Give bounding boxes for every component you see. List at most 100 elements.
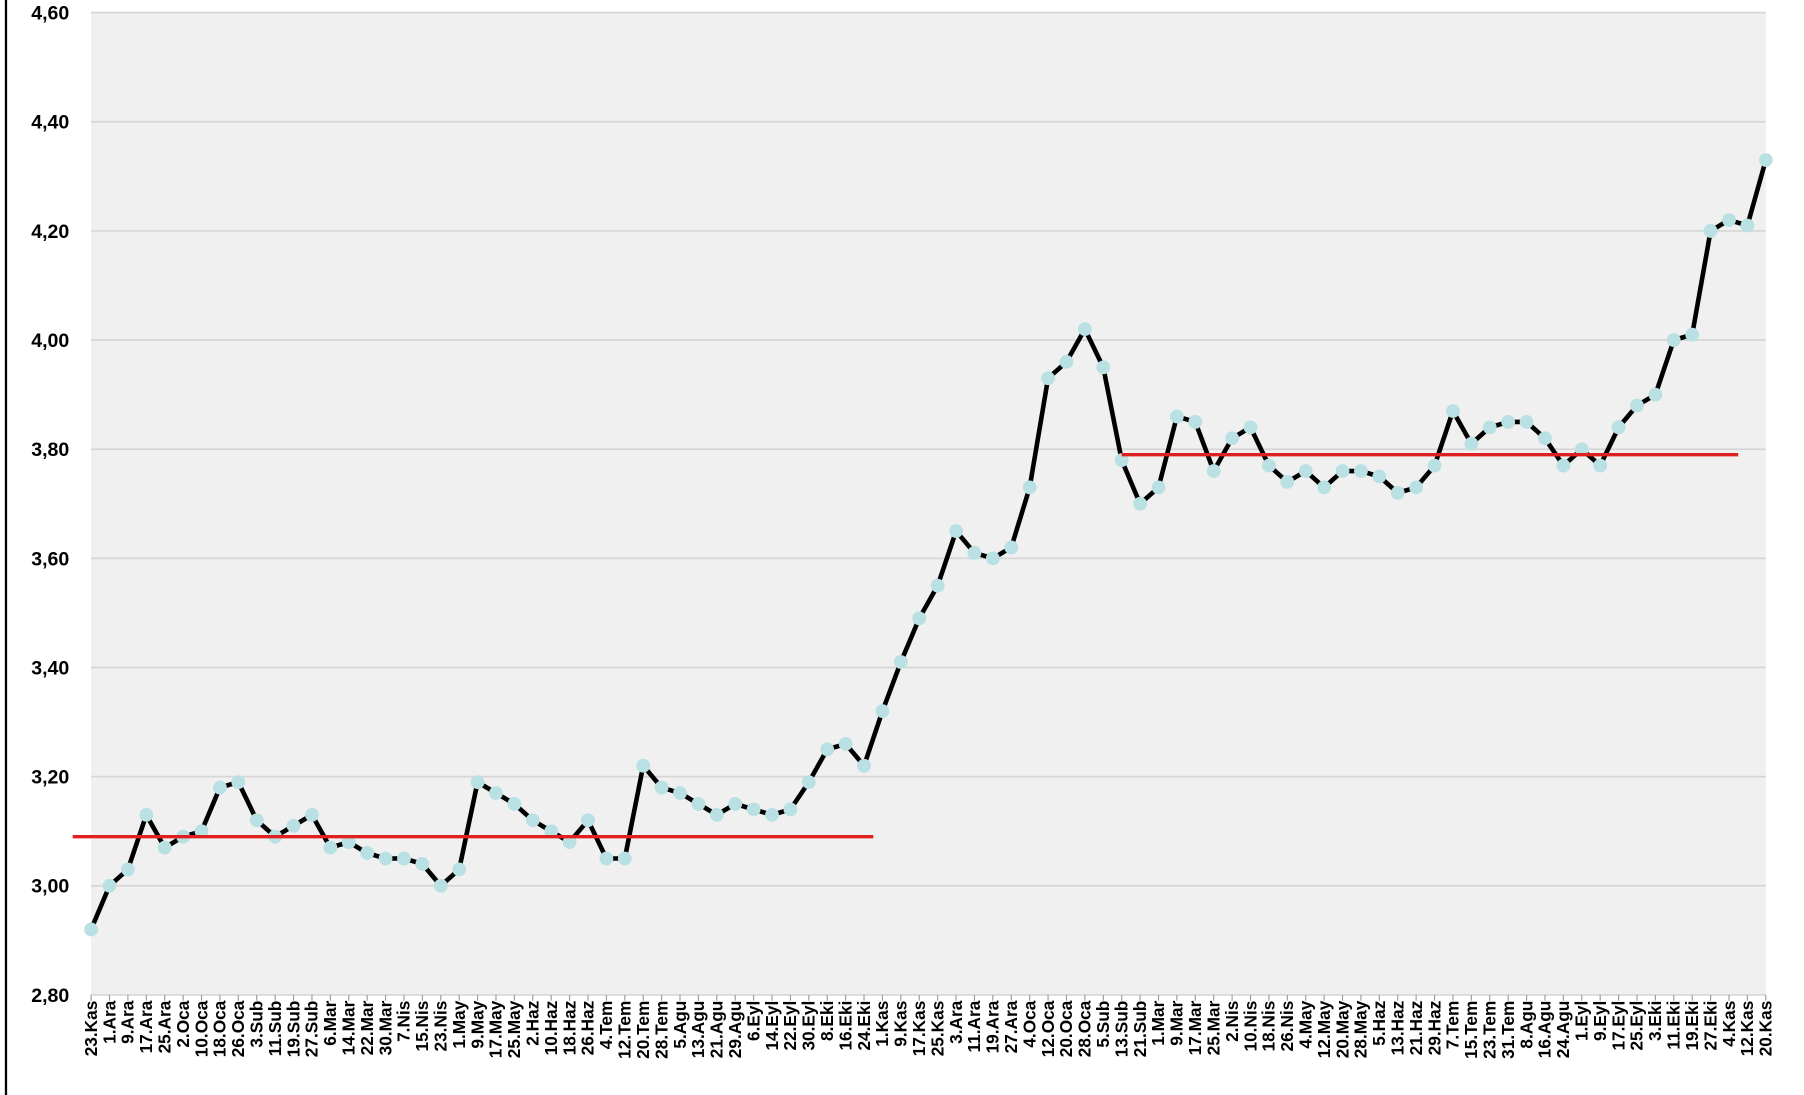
x-tick-label: 20.Oca [1056, 1000, 1076, 1057]
y-tick-label: 3,00 [31, 876, 69, 898]
x-tick-label: 11.Eki [1664, 1001, 1684, 1050]
point [433, 878, 448, 893]
point [949, 524, 963, 538]
point [1446, 404, 1460, 418]
point [746, 802, 761, 817]
point [1556, 458, 1571, 473]
point [341, 835, 356, 850]
point [102, 878, 117, 893]
point [801, 775, 816, 790]
x-tick-label: 17.Mar [1185, 1000, 1205, 1055]
x-tick-label: 21.Sub [1130, 1001, 1150, 1058]
x-tick-label: 4.May [1295, 1000, 1315, 1048]
x-tick-label: 13.Sub [1111, 1001, 1131, 1058]
x-tick-label: 25.Mar [1203, 1000, 1223, 1055]
x-tick-label: 6.Mar [320, 1000, 340, 1045]
point [1666, 333, 1681, 347]
point [1096, 360, 1111, 375]
y-tick-label: 3,20 [31, 767, 69, 789]
point [1041, 371, 1055, 386]
x-tick-label: 4.Tem [596, 1001, 616, 1050]
x-tick-label: 6.Eyl [743, 1001, 763, 1041]
x-tick-label: 23.Kas [81, 1001, 101, 1057]
x-tick-label: 27.Sub [302, 1001, 322, 1058]
x-tick-label: 30.Mar [375, 1000, 395, 1055]
x-tick-label: 4.Oca [1019, 1000, 1039, 1047]
point [1703, 224, 1718, 238]
x-tick-label: 11.Ara [964, 1000, 984, 1052]
point [1114, 453, 1129, 468]
point [581, 813, 595, 828]
x-tick-label: 25.May [504, 1000, 524, 1058]
point [323, 840, 338, 855]
point [765, 807, 779, 822]
point [912, 611, 927, 626]
x-tick-label: 9.Mar [1167, 1000, 1187, 1045]
point [783, 802, 798, 817]
x-tick-label: 22.Eyl [780, 1001, 800, 1051]
point [1427, 458, 1442, 473]
point [1482, 420, 1497, 435]
point [360, 846, 375, 860]
point [967, 546, 982, 560]
x-tick-label: 3.Sub [246, 1001, 266, 1048]
x-tick-label: 1.Ara [99, 1000, 119, 1044]
x-tick-label: 18.Oca [210, 1000, 230, 1057]
point [654, 780, 669, 795]
x-tick-label: 14.Eyl [762, 1001, 782, 1051]
x-tick-label: 23.Tem [1480, 1001, 1500, 1059]
x-tick-label: 25.Eyl [1627, 1001, 1647, 1051]
x-tick-label: 27.Eki [1700, 1001, 1720, 1051]
point [1538, 431, 1552, 446]
x-tick-label: 23.Nis [431, 1001, 451, 1052]
x-tick-label: 12.Oca [1038, 1000, 1058, 1057]
point [930, 578, 945, 593]
point [194, 824, 209, 839]
point [470, 775, 485, 790]
point [286, 818, 301, 833]
x-tick-label: 15.Tem [1461, 1001, 1481, 1059]
x-tick-label: 5.Sub [1093, 1001, 1113, 1048]
x-tick-label: 19.Sub [283, 1001, 303, 1058]
point [1758, 153, 1773, 167]
x-tick-label: 16.Agu [1535, 1001, 1555, 1059]
x-tick-label: 19.Ara [983, 1000, 1003, 1053]
x-tick-label: 26.Nis [1277, 1001, 1297, 1052]
point [213, 780, 227, 795]
x-tick-label: 16.Eki [835, 1001, 855, 1051]
point [709, 807, 724, 822]
x-tick-label: 28.Tem [651, 1001, 671, 1059]
y-tick-label: 4,40 [31, 112, 69, 134]
point [452, 862, 467, 877]
x-tick-label: 17.Eyl [1608, 1001, 1628, 1051]
point [1317, 480, 1332, 495]
x-tick-label: 12.Kas [1737, 1001, 1757, 1057]
point [1611, 420, 1626, 435]
point [1574, 442, 1589, 457]
x-tick-label: 10.Oca [191, 1000, 211, 1057]
point [1722, 213, 1736, 227]
point [1354, 464, 1368, 478]
x-tick-label: 24.Agu [1553, 1001, 1573, 1059]
y-tick-label: 3,40 [31, 657, 69, 679]
point [1169, 409, 1184, 424]
x-tick-label: 18.Nis [1259, 1001, 1279, 1052]
x-tick-label: 1.Eyl [1572, 1001, 1592, 1041]
point [1206, 464, 1221, 478]
x-tick-label: 9.May [467, 1000, 487, 1048]
x-tick-label: 8.Agu [1516, 1001, 1536, 1049]
point [378, 851, 393, 866]
y-tick-label: 2,80 [31, 985, 69, 1007]
point [157, 840, 172, 855]
plot-area [91, 12, 1766, 995]
point [1298, 464, 1313, 478]
x-tick-label: 17.May [486, 1000, 506, 1058]
x-tick-label: 17.Kas [909, 1001, 929, 1057]
x-tick-label: 26.Oca [228, 1000, 248, 1057]
point [838, 737, 853, 751]
x-tick-label: 12.May [1314, 1000, 1334, 1058]
x-tick-label: 11.Sub [265, 1001, 285, 1057]
point [1372, 469, 1387, 484]
x-tick-label: 1.May [449, 1000, 469, 1048]
